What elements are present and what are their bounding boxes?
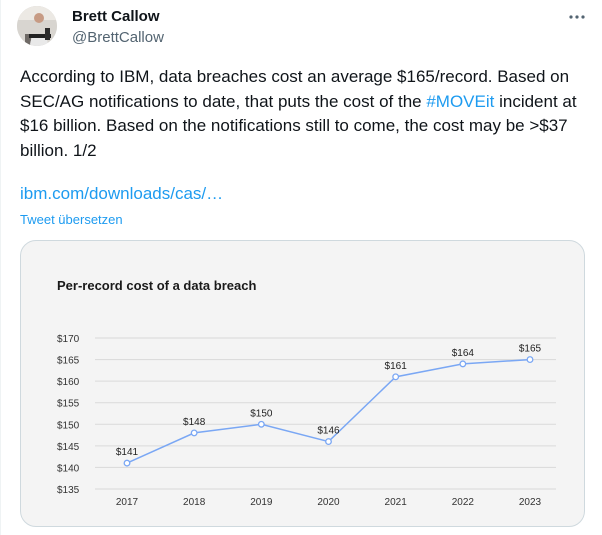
- more-dots-icon: [569, 15, 585, 19]
- x-tick-label: 2022: [452, 497, 475, 508]
- data-point: [392, 373, 400, 381]
- y-tick-label: $145: [57, 442, 80, 453]
- y-tick-label: $150: [57, 420, 80, 431]
- avatar[interactable]: [17, 6, 57, 46]
- data-label: $150: [250, 408, 273, 419]
- data-point: [257, 420, 265, 428]
- x-tick-label: 2023: [519, 497, 542, 508]
- data-label: $148: [183, 417, 206, 428]
- x-tick-label: 2018: [183, 497, 206, 508]
- author-handle[interactable]: @BrettCallow: [72, 29, 164, 46]
- tweet-link[interactable]: ibm.com/downloads/cas/…: [20, 184, 224, 203]
- media-card[interactable]: Per-record cost of a data breach $135 $14…: [20, 240, 585, 527]
- data-point: [123, 459, 131, 467]
- x-tick-label: 2017: [116, 497, 139, 508]
- hashtag-link[interactable]: #MOVEit: [426, 91, 495, 111]
- data-point: [459, 360, 467, 368]
- avatar-image: [17, 6, 57, 46]
- y-tick-label: $160: [57, 377, 80, 388]
- chart-title: Per-record cost of a data breach: [57, 278, 256, 293]
- data-label: $164: [452, 348, 475, 359]
- tweet-text-part: According to IBM, data breaches cost an …: [20, 67, 570, 111]
- y-tick-label: $155: [57, 399, 80, 410]
- line-chart: Per-record cost of a data breach $135 $14…: [57, 278, 556, 508]
- x-tick-label: 2019: [250, 497, 273, 508]
- author-name[interactable]: Brett Callow: [72, 8, 160, 25]
- data-point: [325, 438, 332, 445]
- data-label: $165: [519, 344, 542, 355]
- x-tick-label: 2020: [317, 497, 340, 508]
- x-tick-label: 2021: [385, 497, 408, 508]
- y-tick-label: $140: [57, 463, 80, 474]
- data-label: $146: [317, 426, 340, 437]
- tweet-text: According to IBM, data breaches cost an …: [20, 65, 594, 163]
- y-tick-label: $170: [57, 334, 80, 345]
- data-label: $141: [116, 447, 139, 458]
- y-tick-label: $135: [57, 485, 80, 496]
- data-point: [190, 429, 198, 437]
- data-point: [526, 356, 534, 364]
- tweet-text-part: incident at $16 billion. Based on the no…: [20, 91, 577, 160]
- y-tick-label: $165: [57, 356, 80, 367]
- more-options-button[interactable]: [566, 6, 588, 28]
- series-line: [126, 358, 531, 464]
- translate-tweet-link[interactable]: Tweet übersetzen: [20, 212, 123, 227]
- data-label: $161: [385, 361, 408, 372]
